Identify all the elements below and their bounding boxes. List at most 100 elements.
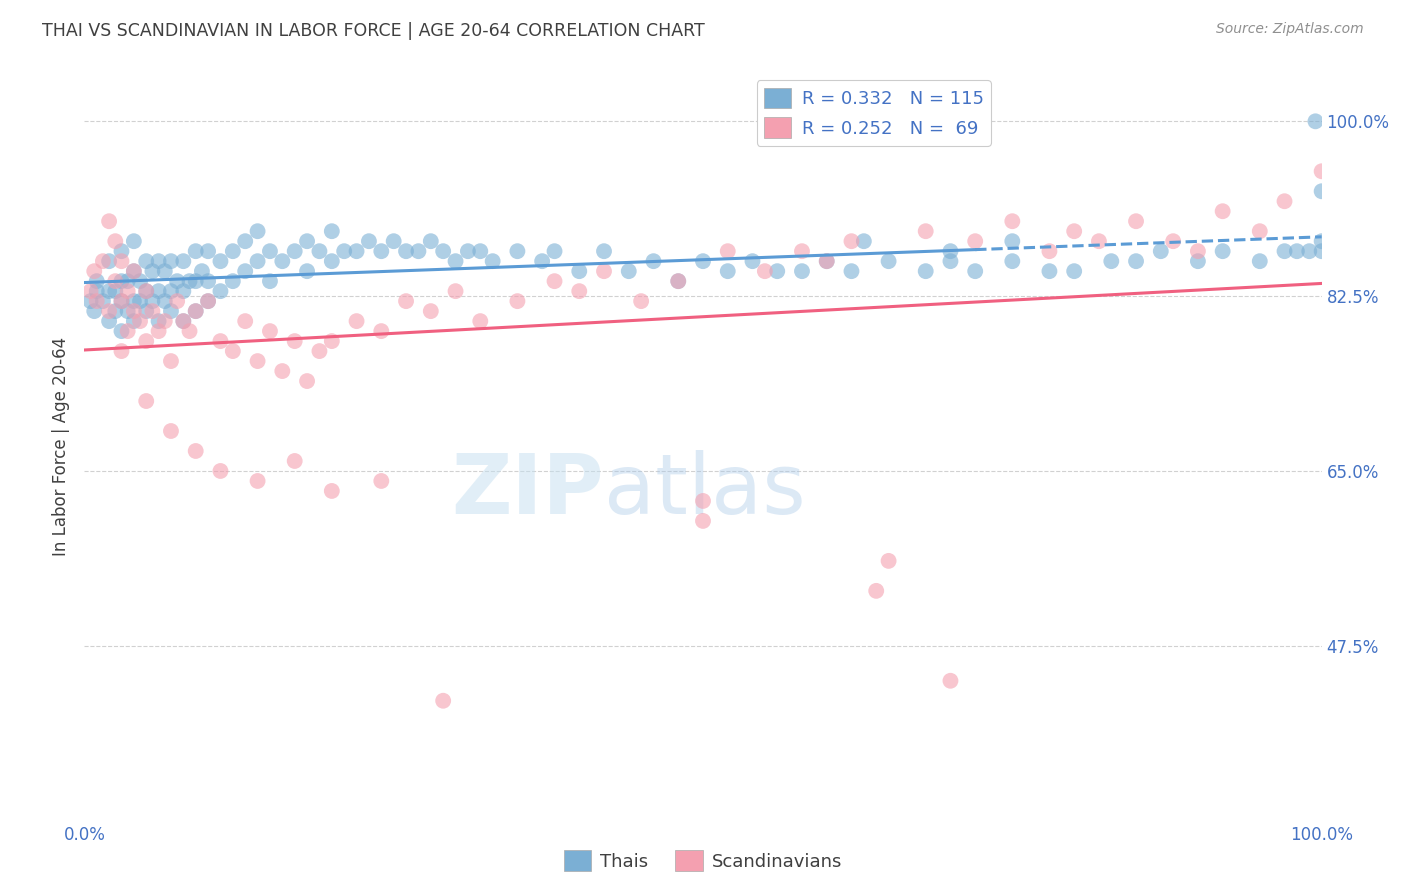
Point	[543, 244, 565, 259]
Point	[1310, 244, 1333, 259]
Point	[122, 294, 145, 309]
Point	[790, 264, 813, 278]
Point	[1063, 264, 1085, 278]
Point	[172, 314, 194, 328]
Point	[370, 324, 392, 338]
Point	[1212, 204, 1234, 219]
Point	[965, 234, 987, 248]
Point	[259, 274, 281, 288]
Point	[197, 294, 219, 309]
Point	[346, 244, 368, 259]
Point	[630, 294, 652, 309]
Point	[419, 234, 441, 248]
Point	[104, 274, 127, 288]
Point	[939, 673, 962, 688]
Point	[346, 314, 368, 328]
Point	[617, 264, 640, 278]
Point	[321, 483, 343, 498]
Point	[141, 304, 163, 318]
Point	[1125, 214, 1147, 228]
Point	[153, 264, 176, 278]
Point	[841, 234, 863, 248]
Point	[104, 234, 127, 248]
Point	[271, 254, 294, 268]
Point	[83, 304, 105, 318]
Point	[110, 294, 132, 309]
Point	[1099, 254, 1122, 268]
Point	[1212, 244, 1234, 259]
Point	[98, 284, 121, 298]
Point	[135, 394, 157, 409]
Point	[135, 284, 157, 298]
Point	[91, 294, 114, 309]
Point	[939, 244, 962, 259]
Point	[86, 274, 108, 288]
Text: ZIP: ZIP	[451, 450, 605, 532]
Point	[815, 254, 838, 268]
Point	[1088, 234, 1111, 248]
Legend: Thais, Scandinavians: Thais, Scandinavians	[557, 843, 849, 879]
Point	[815, 254, 838, 268]
Point	[86, 284, 108, 298]
Point	[98, 214, 121, 228]
Point	[370, 244, 392, 259]
Point	[308, 244, 330, 259]
Point	[184, 444, 207, 458]
Point	[1161, 234, 1184, 248]
Point	[1125, 254, 1147, 268]
Legend: R = 0.332   N = 115, R = 0.252   N =  69: R = 0.332 N = 115, R = 0.252 N = 69	[756, 80, 991, 145]
Point	[222, 274, 245, 288]
Point	[382, 234, 405, 248]
Point	[209, 254, 232, 268]
Point	[852, 234, 875, 248]
Point	[172, 314, 194, 328]
Point	[1038, 244, 1060, 259]
Point	[1249, 254, 1271, 268]
Point	[470, 244, 492, 259]
Point	[135, 334, 157, 348]
Point	[295, 234, 318, 248]
Point	[148, 314, 170, 328]
Point	[129, 274, 152, 288]
Point	[271, 364, 294, 378]
Point	[246, 474, 269, 488]
Point	[122, 314, 145, 328]
Point	[766, 264, 789, 278]
Y-axis label: In Labor Force | Age 20-64: In Labor Force | Age 20-64	[52, 336, 70, 556]
Point	[117, 284, 139, 298]
Point	[148, 284, 170, 298]
Point	[184, 244, 207, 259]
Point	[877, 254, 900, 268]
Point	[209, 464, 232, 478]
Point	[1274, 244, 1296, 259]
Point	[1150, 244, 1173, 259]
Point	[209, 284, 232, 298]
Point	[166, 294, 188, 309]
Point	[153, 294, 176, 309]
Point	[86, 294, 108, 309]
Point	[172, 254, 194, 268]
Point	[357, 234, 380, 248]
Point	[160, 254, 183, 268]
Point	[79, 284, 101, 298]
Point	[184, 304, 207, 318]
Point	[148, 324, 170, 338]
Point	[222, 344, 245, 359]
Point	[179, 274, 201, 288]
Point	[160, 354, 183, 368]
Point	[877, 554, 900, 568]
Point	[179, 324, 201, 338]
Point	[79, 294, 101, 309]
Point	[197, 244, 219, 259]
Point	[135, 254, 157, 268]
Point	[110, 274, 132, 288]
Point	[1038, 264, 1060, 278]
Point	[1187, 254, 1209, 268]
Point	[1249, 224, 1271, 238]
Point	[506, 244, 529, 259]
Point	[83, 264, 105, 278]
Point	[172, 284, 194, 298]
Point	[184, 274, 207, 288]
Point	[259, 244, 281, 259]
Point	[481, 254, 503, 268]
